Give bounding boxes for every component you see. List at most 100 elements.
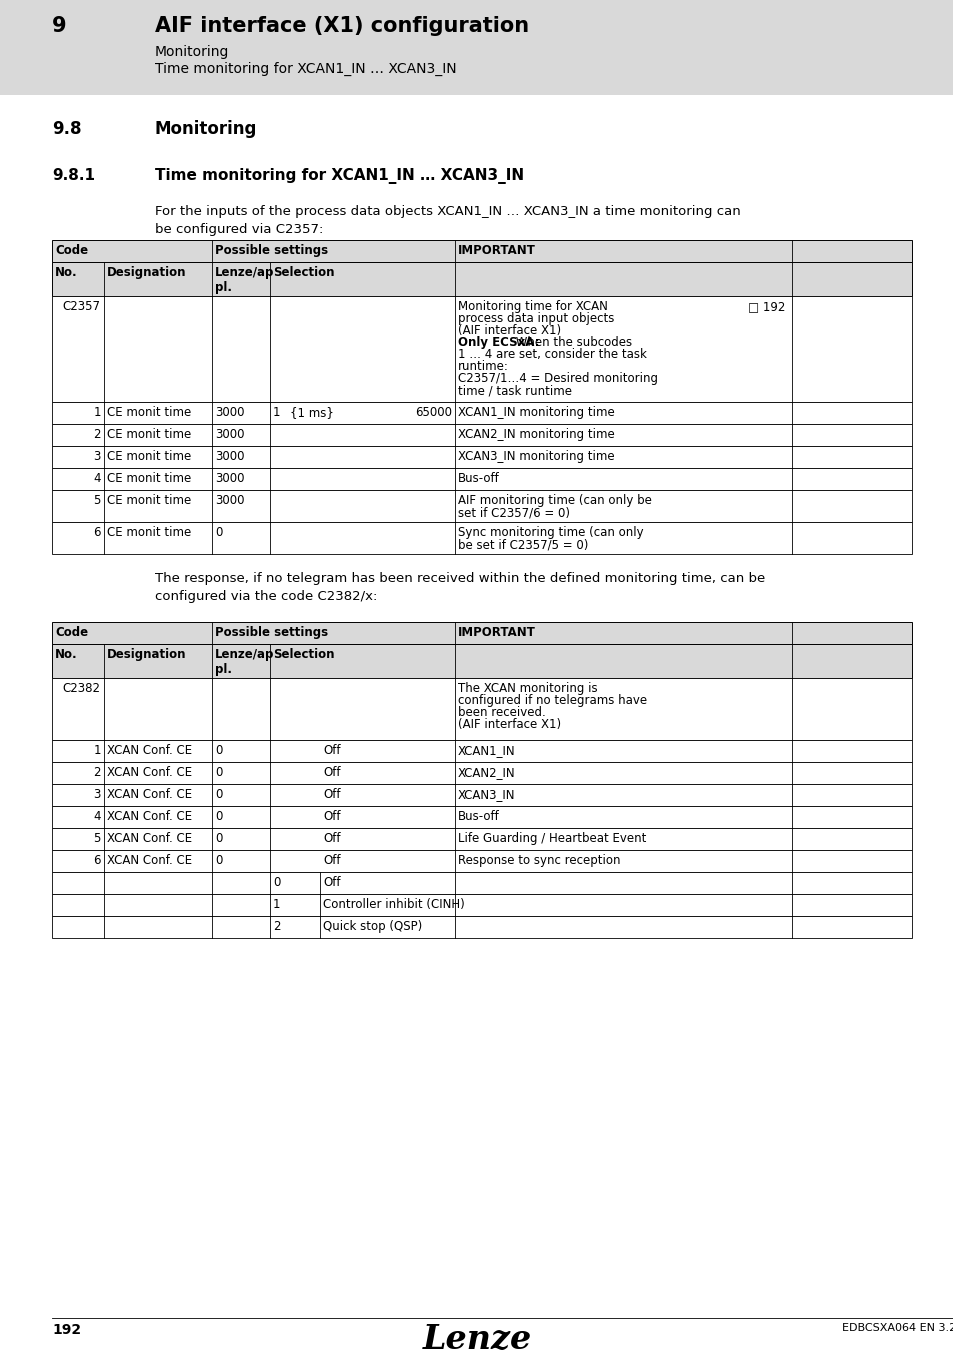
Text: Quick stop (QSP): Quick stop (QSP): [323, 919, 422, 933]
Bar: [52, 806, 911, 828]
Text: Off: Off: [323, 810, 340, 824]
Text: 0: 0: [214, 526, 222, 539]
Bar: [52, 424, 911, 446]
Bar: [52, 678, 911, 740]
Text: The XCAN monitoring is: The XCAN monitoring is: [457, 682, 597, 695]
Bar: [52, 917, 911, 938]
Text: 3000: 3000: [214, 494, 244, 508]
Text: 3000: 3000: [214, 450, 244, 463]
Text: 3000: 3000: [214, 428, 244, 441]
Text: CE monit time: CE monit time: [107, 494, 191, 508]
Text: Monitoring: Monitoring: [154, 120, 257, 138]
Text: configured via the code C2382/x:: configured via the code C2382/x:: [154, 590, 377, 603]
Text: XCAN1_IN monitoring time: XCAN1_IN monitoring time: [457, 406, 614, 418]
Text: XCAN Conf. CE: XCAN Conf. CE: [107, 855, 192, 867]
Text: XCAN Conf. CE: XCAN Conf. CE: [107, 832, 192, 845]
Bar: [52, 740, 911, 761]
Text: 4: 4: [93, 472, 101, 485]
Bar: [52, 490, 911, 522]
Text: Off: Off: [323, 832, 340, 845]
Bar: [52, 402, 911, 424]
Text: Only ECSxA:: Only ECSxA:: [457, 336, 539, 350]
Text: AIF monitoring time (can only be: AIF monitoring time (can only be: [457, 494, 651, 508]
Text: Monitoring time for XCAN: Monitoring time for XCAN: [457, 300, 607, 313]
Text: 6: 6: [93, 855, 101, 867]
Text: 192: 192: [52, 1323, 81, 1336]
Text: 0: 0: [214, 765, 222, 779]
Text: □ 192: □ 192: [747, 300, 784, 313]
Text: CE monit time: CE monit time: [107, 526, 191, 539]
Text: 0: 0: [273, 876, 280, 890]
Text: Off: Off: [323, 855, 340, 867]
Bar: [52, 872, 911, 894]
Text: XCAN3_IN: XCAN3_IN: [457, 788, 515, 801]
Text: process data input objects: process data input objects: [457, 312, 614, 325]
Text: Possible settings: Possible settings: [214, 244, 328, 256]
Text: Off: Off: [323, 876, 340, 890]
Bar: [52, 828, 911, 850]
Text: (AIF interface X1): (AIF interface X1): [457, 324, 560, 338]
Text: Lenze: Lenze: [422, 1323, 531, 1350]
Text: Lenze/ap
pl.: Lenze/ap pl.: [214, 266, 274, 294]
Text: Response to sync reception: Response to sync reception: [457, 855, 619, 867]
Text: XCAN Conf. CE: XCAN Conf. CE: [107, 765, 192, 779]
Text: 1 … 4 are set, consider the task: 1 … 4 are set, consider the task: [457, 348, 646, 360]
Bar: [52, 761, 911, 784]
Text: configured if no telegrams have: configured if no telegrams have: [457, 694, 646, 707]
Text: XCAN1_IN: XCAN1_IN: [457, 744, 515, 757]
Text: Lenze/ap
pl.: Lenze/ap pl.: [214, 648, 274, 676]
Bar: [52, 644, 911, 678]
Text: 3000: 3000: [214, 406, 244, 418]
Text: 9.8: 9.8: [52, 120, 81, 138]
Text: be set if C2357/5 = 0): be set if C2357/5 = 0): [457, 539, 588, 551]
Text: Time monitoring for XCAN1_IN … XCAN3_IN: Time monitoring for XCAN1_IN … XCAN3_IN: [154, 62, 456, 76]
Text: 3: 3: [93, 788, 101, 801]
Bar: [52, 468, 911, 490]
Bar: [52, 784, 911, 806]
Text: 0: 0: [214, 855, 222, 867]
Text: 0: 0: [214, 832, 222, 845]
Text: Off: Off: [323, 765, 340, 779]
Text: 1: 1: [93, 744, 101, 757]
Text: CE monit time: CE monit time: [107, 472, 191, 485]
Text: Selection: Selection: [273, 266, 335, 279]
Text: CE monit time: CE monit time: [107, 406, 191, 418]
Text: Sync monitoring time (can only: Sync monitoring time (can only: [457, 526, 643, 539]
Bar: [52, 850, 911, 872]
Text: (AIF interface X1): (AIF interface X1): [457, 718, 560, 730]
Text: Off: Off: [323, 744, 340, 757]
Text: Controller inhibit (CINH): Controller inhibit (CINH): [323, 898, 464, 911]
Text: EDBCSXA064 EN 3.2: EDBCSXA064 EN 3.2: [841, 1323, 953, 1332]
Text: 5: 5: [93, 832, 101, 845]
Text: The response, if no telegram has been received within the defined monitoring tim: The response, if no telegram has been re…: [154, 572, 764, 585]
Text: CE monit time: CE monit time: [107, 428, 191, 441]
Text: C2357/1…4 = Desired monitoring: C2357/1…4 = Desired monitoring: [457, 373, 658, 385]
Text: 65000: 65000: [415, 406, 452, 418]
Text: 9.8.1: 9.8.1: [52, 167, 95, 184]
Text: 3: 3: [93, 450, 101, 463]
Text: 2: 2: [93, 765, 101, 779]
Text: XCAN Conf. CE: XCAN Conf. CE: [107, 788, 192, 801]
Text: CE monit time: CE monit time: [107, 450, 191, 463]
Bar: [52, 894, 911, 917]
Text: 0: 0: [214, 788, 222, 801]
Text: XCAN Conf. CE: XCAN Conf. CE: [107, 744, 192, 757]
Text: be configured via C2357:: be configured via C2357:: [154, 223, 323, 236]
Text: XCAN2_IN monitoring time: XCAN2_IN monitoring time: [457, 428, 614, 441]
Text: 2: 2: [273, 919, 280, 933]
Bar: [52, 446, 911, 468]
Text: Code: Code: [55, 626, 88, 639]
Text: Life Guarding / Heartbeat Event: Life Guarding / Heartbeat Event: [457, 832, 646, 845]
Text: XCAN3_IN monitoring time: XCAN3_IN monitoring time: [457, 450, 614, 463]
Text: No.: No.: [55, 648, 77, 662]
Bar: [52, 262, 911, 296]
Text: 0: 0: [214, 744, 222, 757]
Bar: [52, 296, 911, 402]
Text: AIF interface (X1) configuration: AIF interface (X1) configuration: [154, 16, 529, 36]
Text: Monitoring: Monitoring: [154, 45, 229, 59]
Text: time / task runtime: time / task runtime: [457, 383, 572, 397]
Text: 1: 1: [93, 406, 101, 418]
Text: No.: No.: [55, 266, 77, 279]
Bar: [52, 240, 911, 262]
Text: For the inputs of the process data objects XCAN1_IN … XCAN3_IN a time monitoring: For the inputs of the process data objec…: [154, 205, 740, 217]
